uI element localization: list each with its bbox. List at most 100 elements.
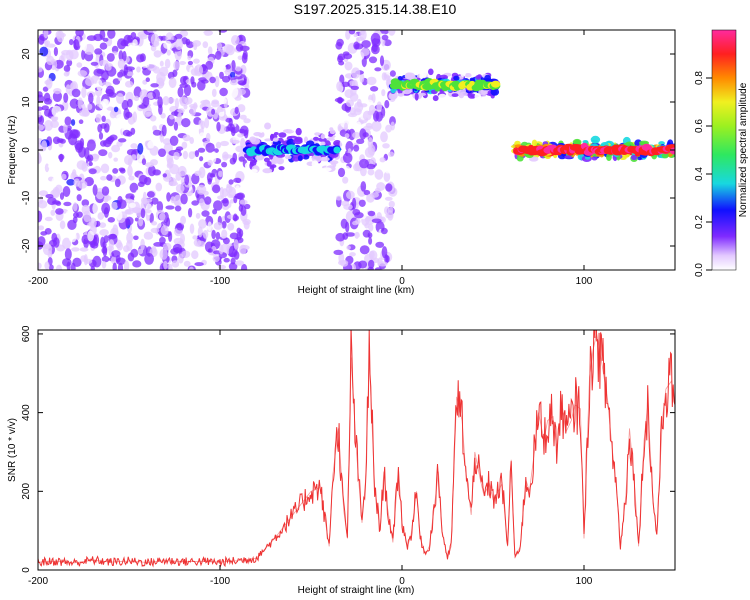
heatmap-cell <box>313 136 319 141</box>
heatmap-cell <box>126 98 133 108</box>
heatmap-cell <box>200 99 210 105</box>
heatmap-cell <box>86 103 93 111</box>
heatmap-cell <box>156 201 164 213</box>
heatmap-cell <box>163 40 172 49</box>
heatmap-cell <box>198 219 207 229</box>
heatmap-cell <box>397 76 403 81</box>
heatmap-cell <box>135 189 141 202</box>
heatmap-cell <box>211 229 216 240</box>
heatmap-cell <box>73 39 80 50</box>
heatmap-cell <box>194 65 199 76</box>
heatmap-cell <box>225 64 231 70</box>
heatmap-cell <box>303 119 311 124</box>
heatmap-cell <box>189 266 194 270</box>
heatmap-cell <box>147 64 157 72</box>
heatmap-cell <box>179 96 188 104</box>
snr-series-line <box>38 330 675 568</box>
heatmap-cell <box>305 169 316 175</box>
heatmap-cell <box>126 149 137 156</box>
heatmap-cell <box>63 65 71 72</box>
heatmap-cell <box>312 121 317 125</box>
heatmap-cell <box>199 156 204 162</box>
heatmap-cell <box>246 155 254 161</box>
heatmap-cell <box>88 168 97 175</box>
heatmap-cell <box>341 200 350 207</box>
heatmap-cell <box>360 30 365 36</box>
heatmap-cell <box>222 237 230 245</box>
y-tick-label: 20 <box>21 48 32 60</box>
heatmap-feature-band-a <box>242 109 343 185</box>
heatmap-cell <box>380 227 388 235</box>
heatmap-cell <box>92 202 100 215</box>
heatmap-cell <box>328 133 334 137</box>
colorbar-gradient <box>711 29 737 271</box>
heatmap-cell <box>418 92 427 96</box>
heatmap-cell <box>44 261 50 270</box>
heatmap-cell <box>222 75 231 83</box>
heatmap-cell <box>339 138 346 150</box>
heatmap-cell <box>137 143 144 155</box>
heatmap-cell <box>50 209 56 216</box>
heatmap-cell <box>116 199 127 210</box>
heatmap-cell <box>227 222 235 231</box>
heatmap-cell <box>118 50 124 61</box>
heatmap-cell <box>169 135 179 146</box>
heatmap-cell <box>254 118 261 126</box>
heatmap-cell <box>370 86 379 92</box>
heatmap-cell <box>383 39 392 47</box>
heatmap-cell <box>204 117 210 129</box>
heatmap-cell <box>153 50 162 58</box>
heatmap-cell <box>117 38 127 50</box>
heatmap-cell <box>352 209 361 216</box>
heatmap-cell <box>169 115 175 120</box>
heatmap-cell <box>363 125 373 130</box>
heatmap-cell <box>142 191 147 204</box>
heatmap-cell <box>173 151 180 160</box>
heatmap-cell <box>128 175 135 181</box>
heatmap-cell <box>76 62 83 68</box>
heatmap-cell <box>336 81 343 92</box>
heatmap-cell <box>47 163 58 169</box>
heatmap-cell <box>111 45 119 54</box>
heatmap-cell <box>342 51 350 56</box>
heatmap-cell <box>342 176 349 184</box>
heatmap-cell <box>182 150 188 160</box>
heatmap-cell <box>348 30 356 35</box>
heatmap-cell <box>222 197 229 207</box>
heatmap-cell <box>379 55 385 66</box>
heatmap-cell <box>95 113 102 123</box>
heatmap-cell <box>162 173 167 178</box>
heatmap-cell <box>243 118 251 124</box>
heatmap-cell <box>108 239 115 249</box>
heatmap-cell <box>150 83 159 88</box>
colorbar-tick-label: 0.0 <box>694 263 705 277</box>
heatmap-cell <box>132 260 142 268</box>
heatmap-cell <box>131 154 137 161</box>
heatmap-cell <box>259 178 267 185</box>
heatmap-cell <box>38 66 43 73</box>
heatmap-cell <box>140 238 145 251</box>
heatmap-cell <box>352 131 361 139</box>
heatmap-cell <box>351 151 359 163</box>
heatmap-cell <box>230 257 236 265</box>
heatmap-cell <box>162 96 170 106</box>
heatmap-cell <box>356 138 365 144</box>
heatmap-cell <box>320 133 326 140</box>
heatmap-cell <box>115 257 126 265</box>
heatmap-cell <box>53 237 60 248</box>
heatmap-cell <box>96 95 101 107</box>
heatmap-cell <box>72 216 78 224</box>
heatmap-cell <box>112 168 119 174</box>
heatmap-cell <box>350 263 357 270</box>
heatmap-cell <box>122 50 127 62</box>
heatmap-cell <box>216 121 221 132</box>
heatmap-cell <box>100 140 107 147</box>
heatmap-cell <box>87 154 94 162</box>
heatmap-cell <box>205 60 214 70</box>
heatmap-cell <box>368 237 373 245</box>
heatmap-cell <box>100 163 110 174</box>
heatmap-cell <box>261 172 269 178</box>
heatmap-cell <box>358 199 366 207</box>
heatmap-cell <box>347 112 358 118</box>
heatmap-cell <box>102 37 109 42</box>
